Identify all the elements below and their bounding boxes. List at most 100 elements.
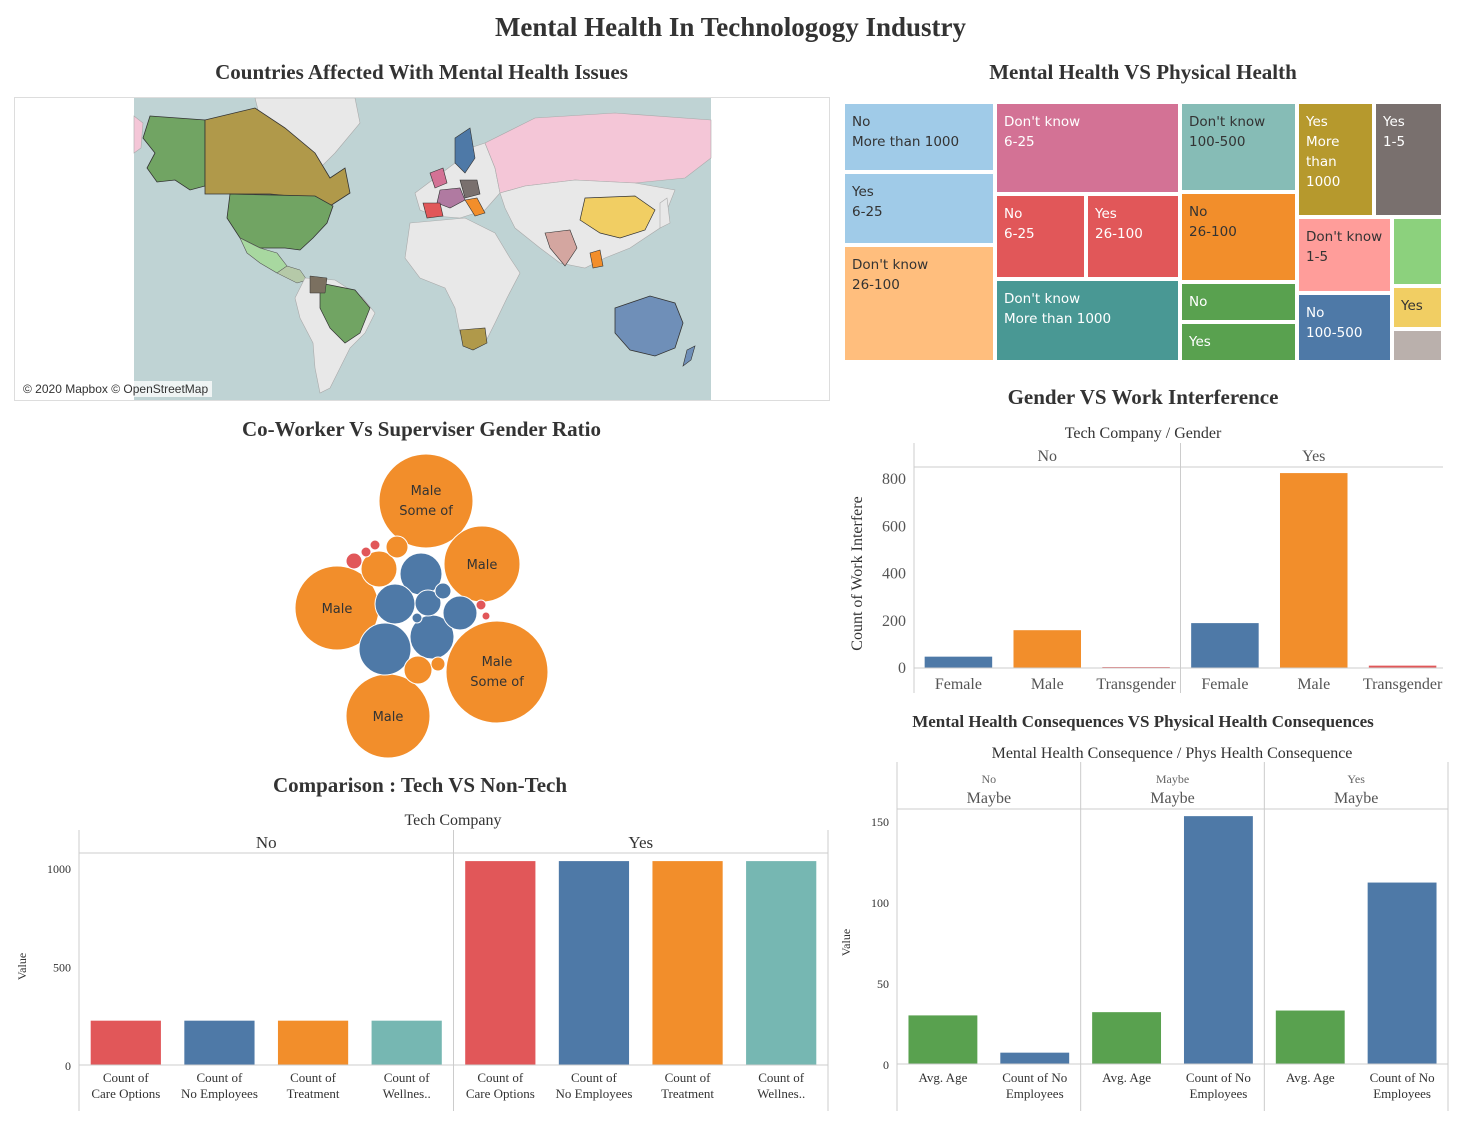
treemap-cell[interactable]: Don't know 100-500 [1180, 102, 1297, 192]
treemap-cell-label: Yes [852, 184, 874, 200]
treemap-cell-label: No [1004, 206, 1023, 222]
treemap-cell[interactable]: Don't know 26-100 [843, 245, 995, 362]
pane-sublabel: Maybe [1334, 790, 1378, 807]
bubble [411, 612, 423, 624]
treemap-cell[interactable]: Yes More than 1000 [1297, 102, 1374, 217]
y-axis-label: Count of Work Interfere [849, 496, 866, 650]
category-label: No Employees [181, 1086, 258, 1101]
category-label: Care Options [91, 1086, 160, 1101]
bar [1275, 1010, 1345, 1064]
treemap-cell-sublabel: More than 1000 [852, 134, 960, 150]
category-label: Employees [1190, 1086, 1248, 1101]
y-tick-label: 800 [882, 471, 906, 488]
category-label: Wellnes.. [757, 1086, 805, 1101]
map-japan [659, 197, 671, 229]
treemap-cell[interactable]: No 100-500 [1297, 293, 1392, 362]
treemap-cell-sublabel: More than 1000 [1306, 134, 1341, 190]
map-russia [484, 112, 712, 194]
category-label: Count of [477, 1070, 524, 1085]
map-germany [459, 179, 481, 199]
tech-compare-chart[interactable]: Comparison : Tech VS Non-Tech Tech Compan… [0, 768, 830, 1113]
chart-header: Tech Company / Gender [1065, 425, 1222, 442]
treemap-cell[interactable]: No [1180, 282, 1297, 322]
bar [1092, 1012, 1162, 1064]
category-label: Male [1297, 676, 1330, 693]
pane-sublabel: Maybe [1150, 790, 1194, 807]
treemap-cell-label: Yes [1383, 114, 1405, 130]
treemap-cell-sublabel: 26-100 [852, 277, 900, 293]
treemap-cell[interactable]: Don't know More than 1000 [995, 279, 1180, 362]
bubble-chart-svg: Male Some of Male Male Male Some of Male [294, 453, 549, 759]
y-tick-label: 200 [882, 613, 906, 630]
bar [1367, 882, 1437, 1064]
bar [465, 861, 536, 1065]
map-central-america [276, 265, 308, 284]
treemap-cell-sublabel: 6-25 [852, 204, 883, 220]
treemap-cell[interactable]: Yes 1-5 [1374, 102, 1443, 217]
treemap-cell-sublabel: More than 1000 [1004, 311, 1112, 327]
chart-title: Comparison : Tech VS Non-Tech [273, 773, 567, 797]
pane-label: No [256, 833, 277, 852]
bar [1191, 623, 1259, 668]
map-brazil [319, 282, 371, 344]
treemap-cell[interactable]: Don't know 6-25 [995, 102, 1180, 194]
bubble [358, 622, 412, 676]
y-tick-label: 1000 [47, 862, 71, 876]
bubble-label: Male [411, 484, 442, 499]
map-scandinavia [454, 127, 476, 174]
bubble [475, 599, 487, 611]
treemap-cell[interactable]: Yes [1180, 322, 1297, 362]
consequences-chart[interactable]: Mental Health Consequences VS Physical H… [836, 706, 1451, 1114]
category-label: Avg. Age [918, 1070, 967, 1085]
treemap-cell-label: No [1189, 204, 1208, 220]
treemap-cell-sublabel: 6-25 [1004, 226, 1035, 242]
map-italy [464, 197, 486, 217]
treemap[interactable]: No More than 1000 Yes 6-25 Don't know 26-100 D… [843, 102, 1443, 362]
category-label: Count of [571, 1070, 618, 1085]
treemap-cell[interactable]: No More than 1000 [843, 102, 995, 172]
bar [371, 1020, 442, 1065]
treemap-cell-sublabel: 6-25 [1004, 134, 1035, 150]
category-label: Employees [1373, 1086, 1431, 1101]
bar [1000, 1052, 1070, 1064]
category-label: Female [935, 676, 982, 693]
treemap-cell[interactable]: Yes 6-25 [843, 172, 995, 245]
bubble [445, 620, 549, 724]
bar [1368, 665, 1437, 668]
world-map-svg [133, 97, 712, 400]
treemap-cell[interactable]: Yes 26-100 [1086, 194, 1180, 279]
map-china [579, 195, 656, 239]
gender-work-chart[interactable]: Gender VS Work Interference Tech Company … [843, 380, 1448, 700]
treemap-cell[interactable] [1392, 329, 1443, 362]
pane-label: Yes [628, 833, 653, 852]
category-label: Count of [197, 1070, 244, 1085]
bubble [385, 535, 409, 559]
treemap-cell[interactable] [1392, 217, 1443, 286]
bubble-chart[interactable]: Male Some of Male Male Male Some of Male [280, 448, 570, 760]
y-tick-label: 600 [882, 518, 906, 535]
treemap-cell[interactable]: No 26-100 [1180, 192, 1297, 282]
world-map[interactable]: © 2020 Mapbox © OpenStreetMap [14, 97, 830, 401]
bubble-sublabel: Some of [470, 675, 524, 690]
treemap-cell-label: Yes [1095, 206, 1117, 222]
treemap-cell[interactable]: No 6-25 [995, 194, 1086, 279]
treemap-cell-label: Don't know [1306, 229, 1383, 245]
chart-title: Gender VS Work Interference [1008, 385, 1279, 409]
y-axis-label: Value [15, 953, 29, 980]
category-label: Treatment [661, 1086, 714, 1101]
y-tick-label: 400 [882, 566, 906, 583]
category-label: Count of [384, 1070, 431, 1085]
map-south-africa [459, 327, 488, 351]
bar [924, 656, 993, 668]
bubble [481, 611, 491, 621]
treemap-cell-label: Yes [1401, 298, 1423, 314]
map-india [544, 229, 578, 267]
treemap-cell[interactable]: Don't know 1-5 [1297, 217, 1392, 293]
chart-header: Tech Company [404, 812, 501, 829]
bubble [430, 656, 446, 672]
bar [1013, 630, 1082, 668]
bubble-sublabel: Some of [399, 504, 453, 519]
map-attribution: © 2020 Mapbox © OpenStreetMap [19, 381, 213, 397]
map-title: Countries Affected With Mental Health Is… [215, 60, 628, 84]
treemap-cell[interactable]: Yes [1392, 286, 1443, 329]
